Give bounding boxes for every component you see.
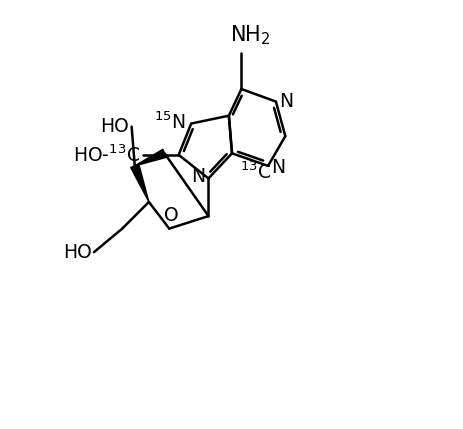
Text: NH$_2$: NH$_2$	[230, 23, 270, 47]
Text: HO: HO	[100, 117, 129, 136]
Text: $^{13}$C: $^{13}$C	[239, 161, 271, 183]
Text: N: N	[278, 92, 293, 111]
Text: N: N	[270, 158, 285, 177]
Text: HO-$^{13}$C: HO-$^{13}$C	[73, 144, 140, 166]
Text: $^{15}$N: $^{15}$N	[154, 111, 185, 133]
Polygon shape	[131, 164, 149, 202]
Text: O: O	[163, 206, 178, 226]
Text: HO: HO	[63, 243, 91, 262]
Polygon shape	[134, 149, 166, 166]
Text: N: N	[191, 167, 205, 186]
